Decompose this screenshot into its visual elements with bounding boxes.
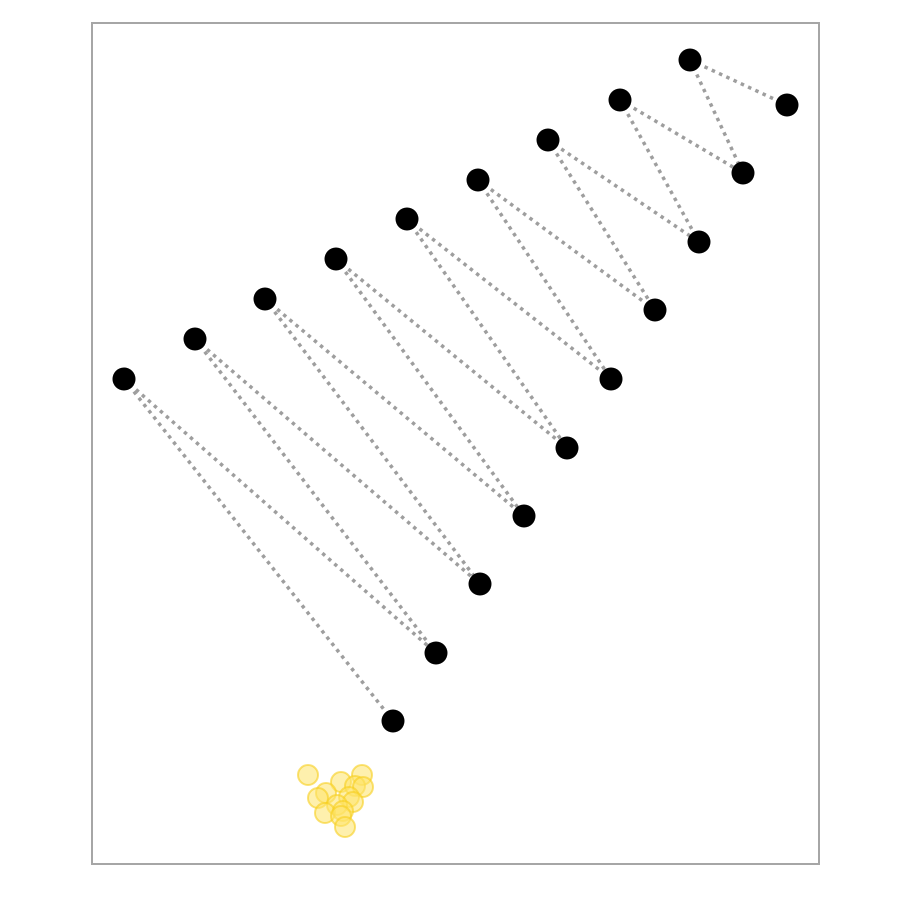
edge-u9-l9: [688, 59, 745, 174]
edge-u2-l2: [193, 337, 438, 655]
edge-u8-l8: [618, 99, 701, 243]
plot-frame: [91, 22, 820, 865]
edge-u6-l7: [476, 178, 657, 312]
edge-u7-l7: [546, 139, 657, 311]
edge-u1-l1: [122, 377, 395, 723]
node-u2: [183, 327, 207, 351]
node-u5: [395, 207, 419, 231]
node-l9: [731, 161, 755, 185]
node-l3: [468, 572, 492, 596]
edge-u5-l5: [405, 217, 569, 450]
cluster-point-14: [334, 816, 356, 838]
node-u4: [324, 247, 348, 271]
nodes-layer: [112, 48, 799, 733]
node-l4: [512, 504, 536, 528]
edge-u3-l4: [263, 297, 526, 518]
node-u1: [112, 367, 136, 391]
node-l10: [775, 93, 799, 117]
edge-u2-l3: [193, 337, 482, 586]
cluster-layer: [297, 764, 374, 838]
edge-u1-l2: [122, 377, 438, 655]
edge-u4-l4: [334, 257, 526, 518]
node-l1: [381, 709, 405, 733]
node-u9: [678, 48, 702, 72]
edge-u9-l10: [689, 58, 788, 107]
edge-u4-l5: [334, 257, 569, 450]
node-u7: [536, 128, 560, 152]
node-l7: [643, 298, 667, 322]
edge-u5-l6: [405, 217, 613, 381]
cluster-point-1: [297, 764, 319, 786]
node-u8: [608, 88, 632, 112]
node-l8: [687, 230, 711, 254]
node-l6: [599, 367, 623, 391]
node-u6: [466, 168, 490, 192]
node-l5: [555, 436, 579, 460]
edges-layer: [122, 58, 788, 723]
edge-u3-l3: [263, 297, 482, 586]
node-l2: [424, 641, 448, 665]
edge-u7-l8: [547, 138, 700, 244]
node-u3: [253, 287, 277, 311]
